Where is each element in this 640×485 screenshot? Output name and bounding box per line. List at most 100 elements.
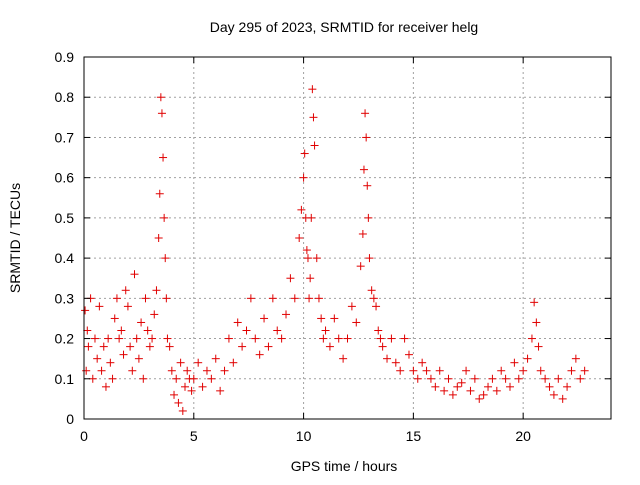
grid-layer	[84, 57, 611, 419]
data-point	[194, 358, 203, 367]
data-point	[319, 334, 328, 343]
data-point	[115, 334, 124, 343]
data-point	[426, 374, 435, 383]
data-point	[523, 354, 532, 363]
data-point	[161, 254, 170, 263]
data-point	[300, 149, 309, 158]
data-point	[302, 246, 311, 255]
x-axis-label: GPS time / hours	[291, 458, 398, 474]
data-point	[448, 390, 457, 399]
data-point	[216, 386, 225, 395]
data-point	[374, 326, 383, 335]
data-point	[134, 354, 143, 363]
data-point	[510, 358, 519, 367]
data-point	[307, 213, 316, 222]
data-point	[264, 342, 273, 351]
data-point	[233, 318, 242, 327]
data-point	[466, 386, 475, 395]
data-point	[497, 366, 506, 375]
data-point	[238, 342, 247, 351]
data-point	[202, 366, 211, 375]
data-point	[488, 374, 497, 383]
data-point	[299, 173, 308, 182]
data-point	[367, 286, 376, 295]
data-point	[162, 294, 171, 303]
data-point	[571, 354, 580, 363]
data-point	[97, 366, 106, 375]
data-point	[108, 374, 117, 383]
data-point	[479, 390, 488, 399]
data-point	[462, 366, 471, 375]
data-point	[95, 302, 104, 311]
data-point	[536, 366, 545, 375]
data-point	[167, 366, 176, 375]
data-point	[422, 366, 431, 375]
data-point	[391, 358, 400, 367]
data-point	[376, 334, 385, 343]
data-point	[268, 294, 277, 303]
data-point	[396, 366, 405, 375]
data-point	[576, 374, 585, 383]
data-point	[325, 342, 334, 351]
data-point	[317, 314, 326, 323]
data-point	[282, 310, 291, 319]
data-point	[130, 270, 139, 279]
data-point	[359, 165, 368, 174]
data-point	[387, 334, 396, 343]
data-point	[303, 254, 312, 263]
data-point	[492, 386, 501, 395]
data-point	[372, 302, 381, 311]
data-point	[174, 398, 183, 407]
data-point	[260, 314, 269, 323]
data-point	[295, 234, 304, 242]
data-point	[172, 374, 181, 383]
data-point	[409, 366, 418, 375]
x-tick-label: 10	[296, 428, 312, 444]
data-point	[309, 113, 318, 122]
data-point	[165, 342, 174, 351]
data-point	[400, 334, 409, 343]
y-tick-label: 0.2	[55, 331, 75, 347]
data-point	[246, 294, 255, 303]
data-point	[148, 334, 157, 343]
y-axis-label: SRMTID / TECUs	[7, 183, 23, 293]
data-point	[183, 366, 192, 375]
data-point	[99, 342, 108, 351]
data-point	[530, 298, 539, 307]
data-point	[501, 374, 510, 383]
data-point	[444, 374, 453, 383]
data-point	[514, 374, 523, 383]
data-point	[198, 382, 207, 391]
data-point	[83, 326, 92, 335]
data-point	[117, 326, 126, 335]
data-point	[178, 406, 187, 415]
data-point	[290, 294, 299, 303]
data-point	[356, 262, 365, 271]
data-point	[431, 382, 440, 391]
y-tick-label: 0.5	[55, 210, 75, 226]
plot-frame	[83, 56, 612, 420]
data-point	[330, 314, 339, 323]
data-point	[110, 314, 119, 323]
data-point	[90, 334, 99, 343]
data-point	[343, 334, 352, 343]
data-point	[308, 85, 317, 94]
y-tick-label: 0.6	[55, 170, 75, 186]
data-point	[470, 374, 479, 383]
axis-layer: 0 0.1 0.2 0.3 0.4 0.5 0.6 0.7 0.8 0.9 0 5 10 15 20	[55, 49, 611, 444]
data-point	[160, 213, 169, 222]
data-point	[242, 326, 251, 335]
x-tick-label: 15	[406, 428, 422, 444]
data-point	[128, 366, 137, 375]
data-point	[457, 378, 466, 387]
data-point	[137, 318, 146, 327]
data-point	[352, 318, 361, 327]
data-point	[176, 358, 185, 367]
data-point	[404, 350, 413, 359]
data-point	[435, 366, 444, 375]
data-point	[220, 366, 229, 375]
data-point	[224, 334, 233, 343]
data-point	[567, 366, 576, 375]
